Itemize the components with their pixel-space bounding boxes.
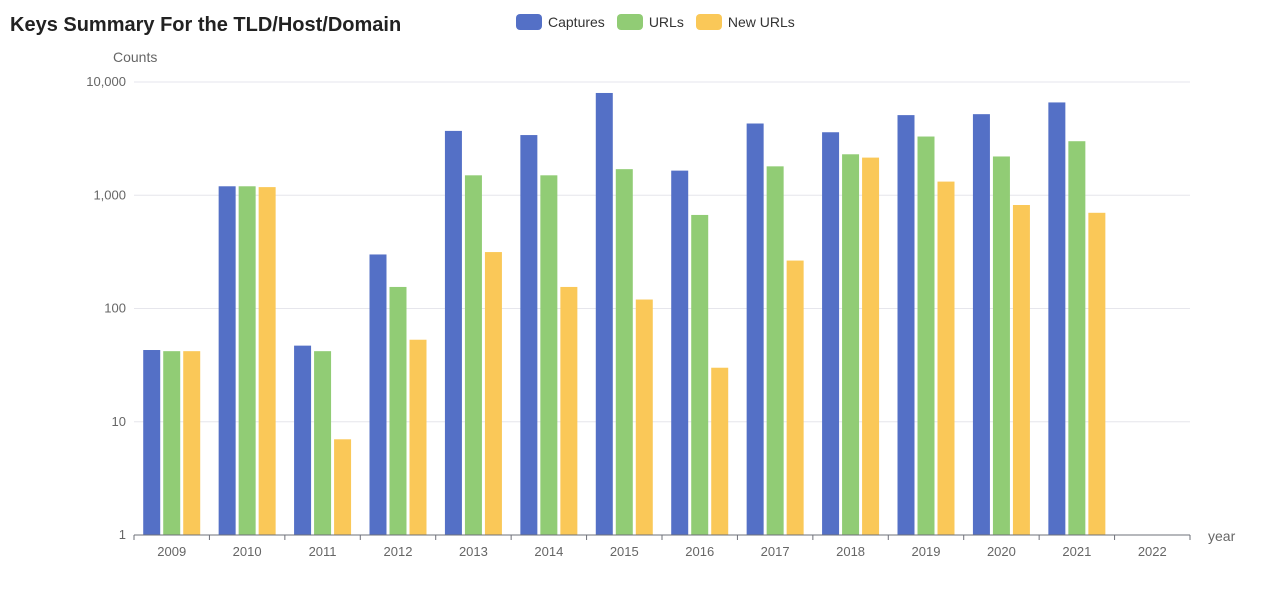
bar-captures-2012[interactable]	[369, 254, 387, 536]
legend-label-urls: URLs	[648, 14, 684, 30]
bar-captures-2010[interactable]	[218, 186, 236, 536]
bar-captures-2020[interactable]	[972, 114, 990, 535]
bar-new-urls-2012[interactable]	[409, 339, 427, 535]
y-tick-label: 100	[104, 301, 126, 316]
bar-urls-2011[interactable]	[314, 351, 332, 535]
legend: Captures URLs New URLs	[516, 14, 795, 30]
legend-swatch-urls	[616, 14, 643, 30]
bar-new-urls-2016[interactable]	[711, 367, 729, 535]
bar-captures-2014[interactable]	[520, 135, 538, 536]
bar-urls-2018[interactable]	[842, 154, 860, 536]
bar-new-urls-2009[interactable]	[183, 351, 201, 535]
bar-captures-2015[interactable]	[595, 92, 613, 535]
bar-urls-2016[interactable]	[691, 214, 709, 535]
x-axis-label: year	[1208, 528, 1236, 544]
y-axis-label: Counts	[113, 49, 157, 65]
bar-urls-2020[interactable]	[992, 156, 1010, 535]
x-tick-label: 2017	[761, 544, 790, 559]
y-tick-label: 10	[112, 414, 126, 429]
bar-captures-2016[interactable]	[671, 170, 689, 536]
bar-urls-2015[interactable]	[615, 169, 633, 535]
bar-urls-2017[interactable]	[766, 166, 784, 535]
bar-new-urls-2010[interactable]	[258, 187, 276, 535]
x-tick-label: 2018	[836, 544, 865, 559]
chart-title: Keys Summary For the TLD/Host/Domain	[10, 14, 402, 36]
x-tick-label: 2020	[987, 544, 1016, 559]
x-tick-label: 2009	[157, 544, 186, 559]
bar-captures-2018[interactable]	[822, 132, 840, 535]
legend-swatch-new-urls	[695, 14, 722, 30]
x-tick-label: 2021	[1062, 544, 1091, 559]
bar-new-urls-2015[interactable]	[635, 299, 653, 535]
bar-captures-2021[interactable]	[1048, 102, 1066, 535]
bar-urls-2010[interactable]	[238, 186, 256, 536]
bar-captures-2019[interactable]	[897, 115, 915, 535]
legend-item-new-urls[interactable]: New URLs	[695, 14, 795, 30]
bar-new-urls-2020[interactable]	[1012, 205, 1030, 536]
bar-captures-2009[interactable]	[143, 350, 161, 535]
bar-urls-2014[interactable]	[540, 175, 558, 535]
legend-label-new-urls: New URLs	[727, 14, 795, 30]
x-tick-label: 2016	[685, 544, 714, 559]
legend-item-captures[interactable]: Captures	[516, 14, 605, 30]
axis-layer: 1 10 100 1,000 10,000 2009 2010 2011 2012 2013 201…	[86, 74, 1191, 559]
bar-urls-2013[interactable]	[464, 175, 482, 535]
y-tick-label: 1,000	[93, 187, 126, 202]
bar-new-urls-2021[interactable]	[1088, 212, 1106, 535]
bar-new-urls-2019[interactable]	[937, 181, 955, 535]
x-tick-label: 2013	[459, 544, 488, 559]
bar-urls-2019[interactable]	[917, 136, 935, 535]
x-tick-label: 2015	[610, 544, 639, 559]
bar-new-urls-2018[interactable]	[862, 157, 880, 535]
bar-new-urls-2017[interactable]	[786, 260, 804, 535]
x-tick-label: 2011	[309, 544, 337, 559]
bar-new-urls-2013[interactable]	[484, 252, 502, 535]
legend-swatch-captures	[516, 14, 542, 30]
bar-urls-2012[interactable]	[389, 286, 407, 535]
bars-layer	[143, 92, 1106, 536]
x-tick-label: 2010	[233, 544, 262, 559]
bar-new-urls-2014[interactable]	[560, 286, 578, 535]
grid-layer	[134, 81, 1190, 423]
bar-captures-2011[interactable]	[294, 345, 312, 535]
x-tick-label: 2012	[384, 544, 413, 559]
x-tick-label: 2019	[912, 544, 941, 559]
x-tick-label: 2022	[1138, 544, 1167, 559]
bar-urls-2021[interactable]	[1068, 141, 1086, 536]
bar-urls-2009[interactable]	[163, 351, 181, 535]
x-tick-label: 2014	[534, 544, 563, 559]
legend-item-urls[interactable]: URLs	[616, 14, 684, 30]
bar-captures-2017[interactable]	[746, 123, 764, 535]
bar-new-urls-2011[interactable]	[334, 439, 352, 535]
y-tick-label: 10,000	[86, 74, 126, 89]
y-tick-label: 1	[119, 527, 126, 542]
bar-captures-2013[interactable]	[444, 130, 462, 535]
legend-label-captures: Captures	[548, 14, 605, 30]
